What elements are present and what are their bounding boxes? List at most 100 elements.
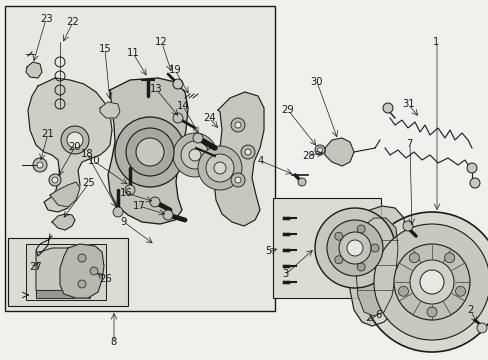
Bar	[272, 198, 380, 298]
Text: 19: 19	[168, 65, 181, 75]
Text: 21: 21	[41, 129, 54, 139]
Text: 14: 14	[177, 101, 189, 111]
Text: 18: 18	[81, 149, 93, 159]
Circle shape	[198, 146, 242, 190]
Circle shape	[426, 307, 436, 317]
Polygon shape	[50, 182, 80, 207]
Circle shape	[297, 178, 305, 186]
Polygon shape	[214, 92, 264, 226]
Text: 3: 3	[282, 269, 287, 279]
Circle shape	[241, 145, 254, 159]
Circle shape	[466, 163, 476, 173]
Polygon shape	[355, 218, 397, 316]
Circle shape	[235, 177, 241, 183]
Circle shape	[334, 256, 342, 264]
Text: 16: 16	[120, 188, 132, 198]
Text: 30: 30	[310, 77, 323, 87]
Circle shape	[173, 113, 183, 123]
Circle shape	[476, 323, 486, 333]
Circle shape	[235, 122, 241, 128]
Polygon shape	[349, 206, 405, 326]
Circle shape	[317, 148, 322, 153]
Circle shape	[373, 224, 488, 340]
Text: 28: 28	[301, 150, 314, 161]
Text: 8: 8	[110, 337, 116, 347]
Polygon shape	[36, 248, 90, 294]
Polygon shape	[52, 214, 75, 230]
Polygon shape	[26, 62, 42, 78]
Circle shape	[173, 79, 183, 89]
Text: 27: 27	[29, 262, 41, 272]
Circle shape	[398, 286, 407, 296]
Circle shape	[49, 174, 61, 186]
Circle shape	[419, 270, 443, 294]
Polygon shape	[60, 244, 104, 298]
Text: 9: 9	[120, 217, 126, 228]
Text: 20: 20	[68, 142, 81, 152]
Text: 7: 7	[406, 139, 412, 149]
Circle shape	[78, 280, 86, 288]
Text: 17: 17	[133, 201, 145, 211]
Text: 22: 22	[66, 17, 79, 27]
Text: 13: 13	[150, 84, 163, 94]
Text: 10: 10	[88, 156, 101, 166]
Polygon shape	[100, 102, 120, 118]
Circle shape	[338, 232, 370, 264]
Circle shape	[181, 141, 208, 169]
Polygon shape	[108, 78, 187, 224]
Circle shape	[78, 254, 86, 262]
Circle shape	[314, 208, 394, 288]
Circle shape	[90, 267, 98, 275]
Circle shape	[193, 133, 203, 143]
Text: 23: 23	[40, 14, 53, 24]
Text: 12: 12	[155, 37, 167, 48]
Text: 4: 4	[257, 156, 263, 166]
Circle shape	[444, 253, 454, 263]
Circle shape	[334, 232, 342, 240]
Circle shape	[37, 162, 43, 168]
Circle shape	[150, 197, 160, 207]
Circle shape	[361, 212, 488, 352]
Circle shape	[33, 158, 47, 172]
Circle shape	[346, 240, 362, 256]
Circle shape	[189, 149, 201, 161]
Text: 26: 26	[99, 274, 111, 284]
Circle shape	[115, 117, 184, 187]
Text: 24: 24	[203, 113, 215, 123]
Text: 29: 29	[281, 105, 293, 115]
Circle shape	[382, 103, 392, 113]
Circle shape	[61, 126, 89, 154]
Circle shape	[370, 244, 378, 252]
Text: 5: 5	[264, 246, 271, 256]
Circle shape	[326, 220, 382, 276]
Polygon shape	[325, 138, 353, 166]
Circle shape	[356, 263, 365, 271]
Circle shape	[455, 286, 465, 296]
Bar	[5, 6, 274, 311]
Circle shape	[469, 178, 479, 188]
Circle shape	[126, 128, 174, 176]
Text: 6: 6	[374, 310, 381, 320]
Circle shape	[214, 162, 225, 174]
Text: 2: 2	[467, 305, 473, 315]
Circle shape	[409, 260, 453, 304]
Circle shape	[230, 118, 244, 132]
Circle shape	[230, 173, 244, 187]
Circle shape	[173, 133, 217, 177]
Text: 31: 31	[401, 99, 414, 109]
Circle shape	[52, 177, 58, 183]
Text: 11: 11	[126, 48, 139, 58]
Circle shape	[244, 149, 250, 155]
Circle shape	[163, 210, 173, 220]
Text: 25: 25	[82, 178, 95, 188]
Circle shape	[314, 145, 325, 155]
Bar	[8, 238, 128, 306]
Circle shape	[408, 253, 419, 263]
Text: 1: 1	[432, 37, 439, 48]
Circle shape	[402, 221, 412, 231]
Polygon shape	[28, 78, 112, 212]
Circle shape	[125, 185, 135, 195]
Text: 15: 15	[99, 44, 111, 54]
Bar	[26, 244, 106, 300]
Circle shape	[136, 138, 163, 166]
